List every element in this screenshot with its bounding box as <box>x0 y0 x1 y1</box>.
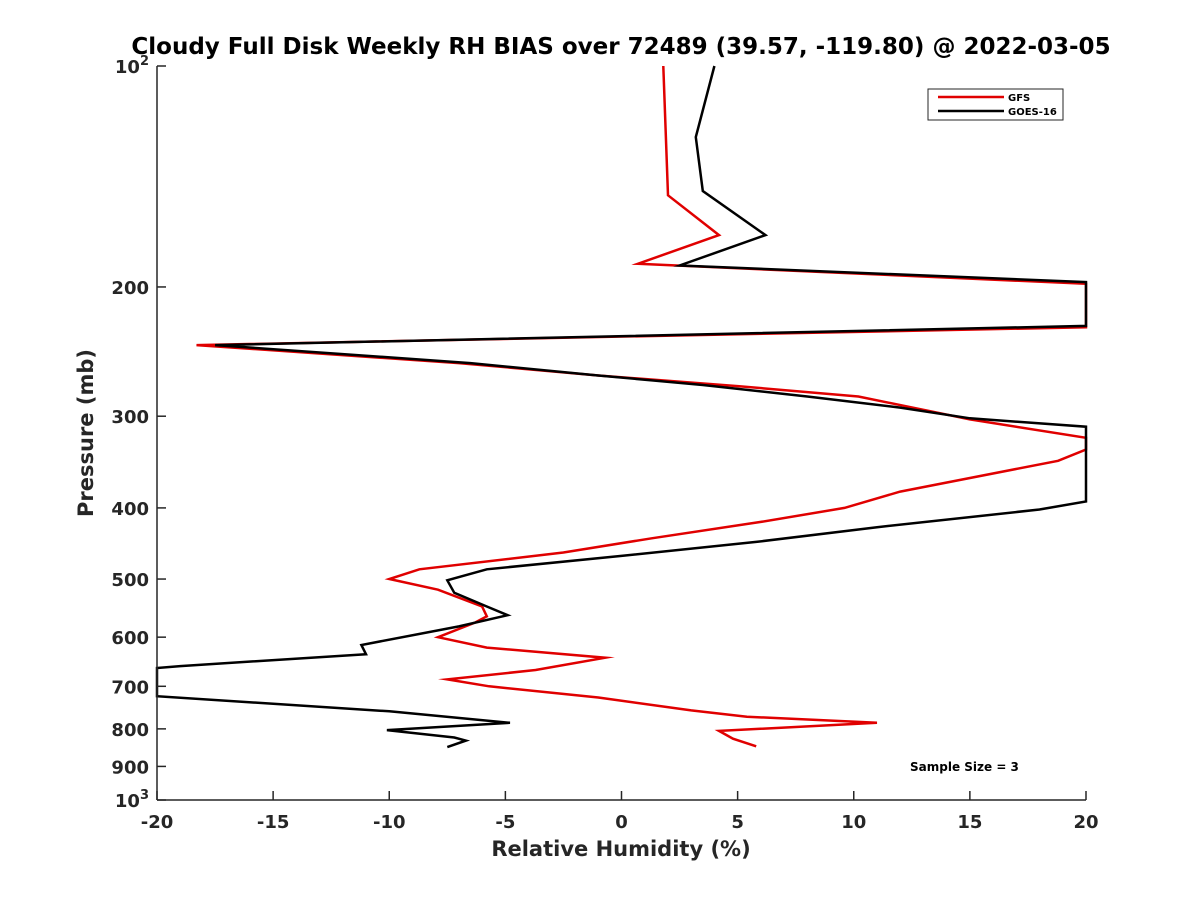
y-tick-label: 600 <box>111 628 149 649</box>
y-tick-label: 500 <box>111 570 149 591</box>
y-tick-label: 700 <box>111 677 149 698</box>
legend-label-goes16: GOES-16 <box>1008 107 1057 118</box>
y-axis-label: Pressure (mb) <box>74 349 98 517</box>
y-axis-ticks: 102 200 300 400 500 600 700 800 900 103 <box>111 54 166 812</box>
legend-box <box>927 88 1064 121</box>
x-tick-label: -15 <box>257 812 290 833</box>
x-tick-label: -20 <box>141 812 174 833</box>
legend: GFS GOES-16 <box>927 88 1064 121</box>
y-tick-label: 200 <box>111 278 149 299</box>
x-axis-label: Relative Humidity (%) <box>491 837 750 861</box>
sample-size-annotation: Sample Size = 3 <box>910 760 1019 774</box>
y-tick-label: 102 <box>115 54 149 78</box>
y-tick-label: 900 <box>111 757 149 778</box>
x-tick-label: -5 <box>495 812 515 833</box>
y-tick-label: 400 <box>111 499 149 520</box>
y-tick-label: 300 <box>111 407 149 428</box>
x-tick-label: 20 <box>1073 812 1098 833</box>
x-tick-label: -10 <box>373 812 406 833</box>
legend-label-gfs: GFS <box>1008 93 1030 104</box>
x-tick-label: 15 <box>957 812 982 833</box>
x-tick-label: 0 <box>615 812 628 833</box>
x-axis-ticks: -20 -15 -10 -5 0 5 10 15 20 <box>141 791 1099 833</box>
chart-title: Cloudy Full Disk Weekly RH BIAS over 724… <box>131 34 1110 60</box>
x-tick-label: 10 <box>841 812 866 833</box>
y-tick-label: 103 <box>115 788 149 812</box>
y-tick-label: 800 <box>111 720 149 741</box>
plot-area <box>157 66 1086 800</box>
x-tick-label: 5 <box>731 812 744 833</box>
